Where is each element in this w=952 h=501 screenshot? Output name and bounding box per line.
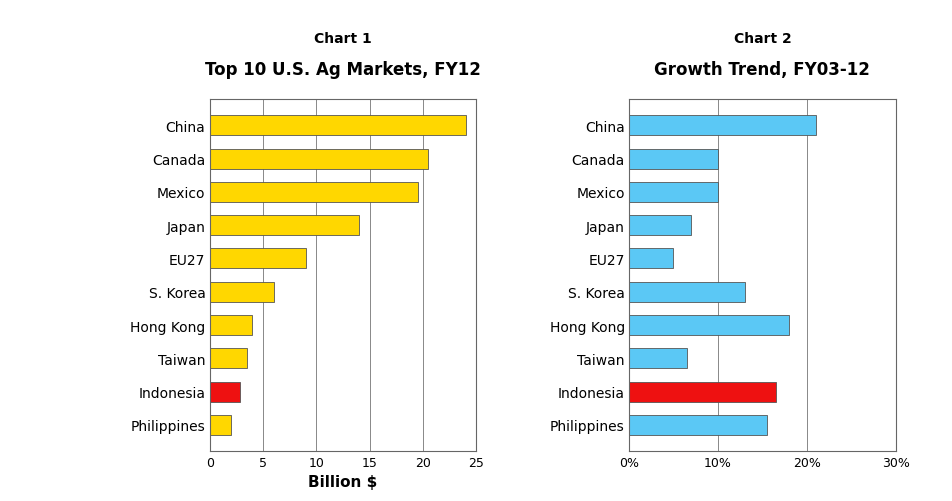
Bar xyxy=(209,415,230,435)
X-axis label: Billion $: Billion $ xyxy=(308,474,377,489)
Bar xyxy=(628,316,788,335)
Bar xyxy=(209,316,252,335)
Bar xyxy=(628,116,815,136)
Bar xyxy=(209,249,306,269)
Text: Chart 2: Chart 2 xyxy=(733,32,790,46)
Bar xyxy=(209,216,359,235)
Bar xyxy=(209,149,428,169)
Bar xyxy=(209,349,247,369)
Bar xyxy=(628,349,686,369)
Title: Growth Trend, FY03-12: Growth Trend, FY03-12 xyxy=(654,61,869,79)
Title: Top 10 U.S. Ag Markets, FY12: Top 10 U.S. Ag Markets, FY12 xyxy=(205,61,481,79)
Bar xyxy=(209,282,273,302)
Bar xyxy=(628,149,717,169)
Bar xyxy=(209,382,239,402)
Bar xyxy=(209,116,466,136)
Text: Chart 1: Chart 1 xyxy=(314,32,371,46)
Bar xyxy=(628,382,775,402)
Bar xyxy=(628,182,717,202)
Bar xyxy=(628,415,766,435)
Bar xyxy=(628,282,744,302)
Bar xyxy=(628,216,690,235)
Bar xyxy=(209,182,417,202)
Bar xyxy=(628,249,673,269)
